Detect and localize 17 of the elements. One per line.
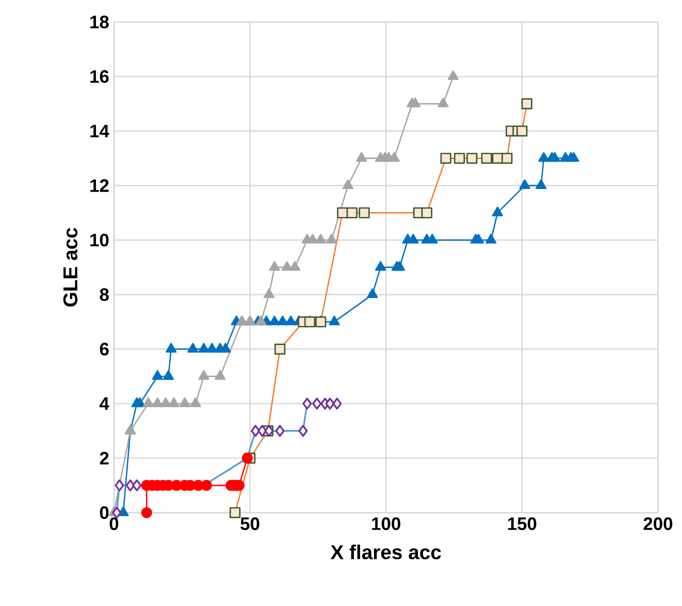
x-tick-label: 200: [644, 517, 672, 530]
y-tick-label: 18: [90, 16, 109, 28]
x-tick-label: 0: [110, 517, 118, 530]
y-tick-label: 12: [90, 179, 109, 192]
y-tick-label: 2: [100, 452, 109, 464]
x-axis-title: X flares acc: [330, 544, 441, 560]
x-tick-label: 150: [508, 517, 536, 530]
y-tick-label: 16: [90, 70, 109, 83]
y-tick-label: 6: [100, 342, 109, 356]
y-axis-title: GLE acc: [63, 228, 78, 307]
y-tick-label: 14: [90, 124, 110, 138]
y-tick-label: 8: [100, 288, 109, 301]
y-tick-label: 10: [90, 234, 109, 246]
y-tick-label: 4: [100, 397, 110, 410]
y-tick-label: 0: [100, 506, 109, 520]
x-tick-label: 50: [240, 517, 260, 530]
x-tick-label: 100: [372, 517, 400, 530]
